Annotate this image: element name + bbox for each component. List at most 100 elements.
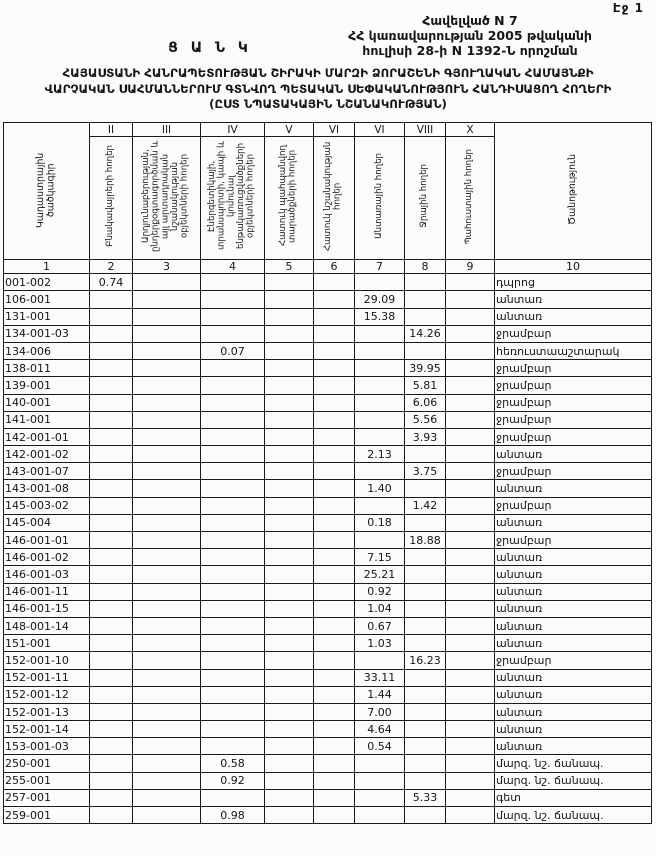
table-row: 152-001-12 1.44 անտառ <box>3 685 652 704</box>
table-row: 153-001-03 0.54 անտառ <box>3 737 652 756</box>
table-row: 134-001-03 14.26 ջրամբար <box>3 324 652 343</box>
area-value-cell <box>132 376 201 395</box>
area-value-cell <box>89 616 133 636</box>
area-value-cell <box>313 341 355 361</box>
area-value-cell <box>404 565 446 584</box>
roman-numeral-9: X <box>445 122 495 138</box>
area-value-cell <box>264 702 314 722</box>
area-value-cell <box>445 376 495 395</box>
cadastral-code-cell: 138-011 <box>3 359 90 378</box>
area-value-cell <box>132 307 201 326</box>
area-value-cell <box>132 788 201 808</box>
area-value-cell <box>404 806 446 825</box>
area-value-cell: 0.58 <box>200 754 265 773</box>
area-value-cell <box>445 806 495 825</box>
area-value-cell <box>200 359 265 378</box>
column-header-7-label: Անտառային հողեր <box>373 153 384 240</box>
page-number-label: Էջ 1 <box>612 1 644 15</box>
area-value-cell: 0.18 <box>354 513 405 533</box>
column-header-7: Անտառային հողեր <box>354 136 405 261</box>
column-header-9: Պահուստային հողեր <box>445 136 495 261</box>
area-value-cell <box>89 565 133 584</box>
column-header-cadastral-code: Կադաստրային ծածկագիր <box>3 122 90 261</box>
column-header-3-label: Արդյունաբերության, ընդերքօգտագործման և ա… <box>141 140 190 252</box>
cadastral-code-cell: 153-001-03 <box>3 737 90 756</box>
area-value-cell <box>132 410 201 429</box>
area-value-cell <box>404 685 446 704</box>
note-cell: դպրոց <box>494 273 652 292</box>
area-value-cell <box>264 599 314 618</box>
table-row: 257-001 5.33 գետ <box>3 788 652 808</box>
column-number-9: 9 <box>445 259 495 275</box>
note-cell: ջրամբար <box>494 427 652 447</box>
table-row: 145-004 0.18 անտառ <box>3 513 652 533</box>
note-cell: անտառ <box>494 307 652 326</box>
note-cell: ջրամբար <box>494 393 652 412</box>
area-value-cell: 0.98 <box>200 806 265 825</box>
area-value-cell <box>89 479 133 498</box>
note-cell: ջրամբար <box>494 359 652 378</box>
area-value-cell: 39.95 <box>404 359 446 378</box>
area-value-cell <box>264 341 314 361</box>
area-value-cell <box>445 496 495 515</box>
area-value-cell <box>445 307 495 326</box>
table-row: 138-011 39.95 ջրամբար <box>3 359 652 378</box>
area-value-cell <box>200 565 265 584</box>
area-value-cell <box>445 273 495 292</box>
area-value-cell <box>313 462 355 481</box>
area-value-cell <box>354 531 405 550</box>
area-value-cell <box>404 702 446 722</box>
area-value-cell <box>404 273 446 292</box>
area-value-cell <box>200 788 265 808</box>
area-value-cell <box>445 771 495 790</box>
cadastral-code-cell: 152-001-14 <box>3 720 90 739</box>
area-value-cell <box>132 290 201 309</box>
table-row: 139-001 5.81 ջրամբար <box>3 376 652 395</box>
area-value-cell <box>445 410 495 429</box>
roman-numeral-3: III <box>132 122 201 138</box>
cadastral-code-cell: 131-001 <box>3 307 90 326</box>
area-value-cell <box>89 771 133 790</box>
area-value-cell <box>264 548 314 567</box>
area-value-cell <box>89 720 133 739</box>
area-value-cell <box>89 531 133 550</box>
area-value-cell <box>404 582 446 601</box>
cadastral-code-cell: 250-001 <box>3 754 90 773</box>
column-number-row: 1 2 3 4 5 6 7 8 9 10 <box>3 259 652 275</box>
area-value-cell <box>89 668 133 687</box>
area-value-cell <box>200 548 265 567</box>
area-value-cell: 0.07 <box>200 341 265 361</box>
column-number-5: 5 <box>264 259 314 275</box>
area-value-cell <box>354 410 405 429</box>
area-value-cell <box>445 427 495 447</box>
note-cell: անտառ <box>494 445 652 464</box>
area-value-cell <box>404 445 446 464</box>
area-value-cell <box>264 273 314 292</box>
area-value-cell <box>404 616 446 636</box>
area-value-cell <box>264 651 314 670</box>
area-value-cell <box>354 427 405 447</box>
area-value-cell <box>89 445 133 464</box>
area-value-cell <box>354 273 405 292</box>
area-value-cell <box>354 462 405 481</box>
table-row: 255-001 0.92 մարզ. նշ. ճանապ. <box>3 771 652 790</box>
note-cell: անտառ <box>494 479 652 498</box>
area-value-cell <box>445 359 495 378</box>
appendix-label: Հավելված N 7 <box>422 13 518 28</box>
area-value-cell <box>313 806 355 825</box>
table-row: 152-001-11 33.11 անտառ <box>3 668 652 687</box>
roman-numeral-5: V <box>264 122 314 138</box>
area-value-cell <box>200 720 265 739</box>
note-cell: անտառ <box>494 290 652 309</box>
area-value-cell <box>200 616 265 636</box>
area-value-cell <box>132 754 201 773</box>
area-value-cell <box>89 427 133 447</box>
area-value-cell <box>132 479 201 498</box>
area-value-cell <box>264 806 314 825</box>
area-value-cell <box>445 513 495 533</box>
area-value-cell <box>132 496 201 515</box>
table-row: 146-001-15 1.04 անտառ <box>3 599 652 618</box>
cadastral-code-cell: 146-001-11 <box>3 582 90 601</box>
area-value-cell: 2.13 <box>354 445 405 464</box>
